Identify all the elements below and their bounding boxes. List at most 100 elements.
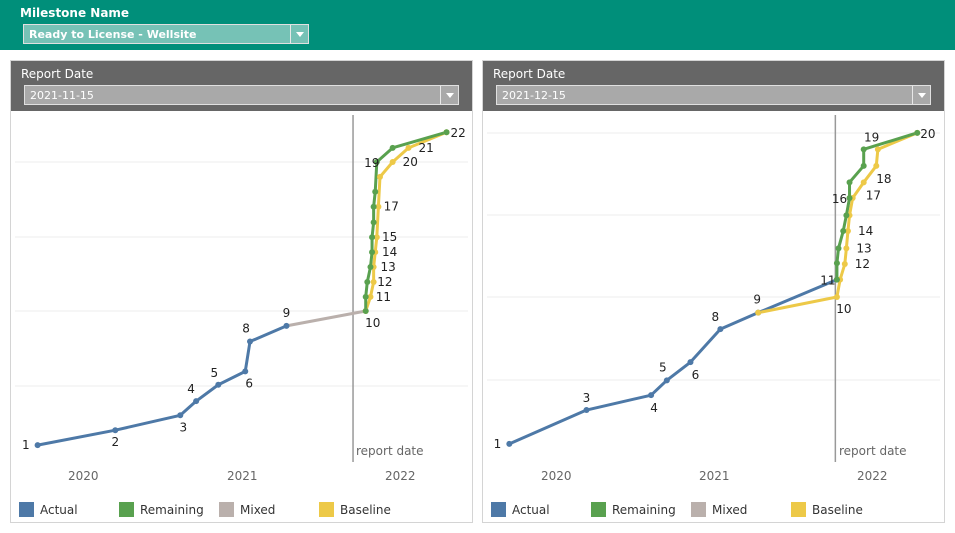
- data-point[interactable]: [873, 162, 880, 169]
- data-label: 6: [245, 376, 253, 390]
- data-point[interactable]: [843, 212, 850, 219]
- data-label: 3: [179, 420, 187, 434]
- data-label: 14: [858, 224, 873, 238]
- milestone-dropdown[interactable]: Ready to License - Wellsite: [23, 24, 309, 44]
- legend-item-baseline[interactable]: Baseline: [319, 502, 391, 517]
- data-point[interactable]: [177, 412, 184, 419]
- report-date-dropdown[interactable]: 2021-11-15: [24, 85, 459, 105]
- data-label: 14: [382, 245, 397, 259]
- data-point[interactable]: [375, 203, 382, 210]
- chevron-down-icon[interactable]: [440, 86, 458, 104]
- data-point[interactable]: [369, 234, 376, 241]
- legend-item-baseline[interactable]: Baseline: [791, 502, 863, 517]
- data-point[interactable]: [370, 219, 377, 226]
- legend-item-remaining[interactable]: Remaining: [591, 502, 676, 517]
- data-label: 4: [187, 382, 195, 396]
- milestone-dropdown-value: Ready to License - Wellsite: [29, 28, 197, 41]
- data-point[interactable]: [443, 129, 450, 136]
- data-point[interactable]: [367, 264, 374, 271]
- data-point[interactable]: [833, 260, 840, 267]
- data-point[interactable]: [583, 407, 590, 414]
- data-point[interactable]: [367, 293, 374, 300]
- data-point[interactable]: [376, 173, 383, 180]
- data-point[interactable]: [369, 249, 376, 256]
- chevron-down-icon[interactable]: [912, 86, 930, 104]
- data-point[interactable]: [860, 179, 867, 186]
- data-label: 10: [365, 316, 380, 330]
- data-point[interactable]: [717, 326, 724, 333]
- data-point[interactable]: [846, 179, 853, 186]
- legend-item-actual[interactable]: Actual: [19, 502, 78, 517]
- legend-item-mixed[interactable]: Mixed: [219, 502, 275, 517]
- data-point[interactable]: [362, 308, 369, 314]
- legend-label: Actual: [40, 502, 78, 517]
- chart-panel-1: Report Date 2021-11-15 2020 2021 2022 Ac…: [10, 60, 473, 523]
- data-label: 17: [866, 188, 881, 202]
- legend-item-actual[interactable]: Actual: [491, 502, 550, 517]
- report-date-value: 2021-11-15: [30, 89, 94, 102]
- data-point[interactable]: [247, 338, 254, 345]
- x-tick-label: 2022: [385, 469, 416, 483]
- legend-swatch: [491, 502, 506, 517]
- data-point[interactable]: [389, 159, 396, 165]
- data-point[interactable]: [846, 195, 853, 201]
- data-label: 15: [382, 230, 397, 244]
- report-date-label: report date: [839, 444, 907, 458]
- x-tick-label: 2020: [68, 469, 99, 483]
- data-point[interactable]: [370, 278, 377, 285]
- report-date-dropdown[interactable]: 2021-12-15: [496, 85, 931, 105]
- data-point[interactable]: [833, 276, 840, 283]
- data-point[interactable]: [215, 381, 222, 388]
- data-point[interactable]: [663, 377, 670, 384]
- series-line-actual: [508, 278, 838, 446]
- chart-panel-2: Report Date 2021-12-15 2020 2021 2022 Ac…: [482, 60, 945, 523]
- legend-swatch: [591, 502, 606, 517]
- data-label: 12: [855, 257, 870, 271]
- series-line-remaining: [835, 131, 918, 280]
- data-label: 19: [864, 130, 879, 144]
- data-point[interactable]: [389, 144, 396, 151]
- data-point[interactable]: [860, 162, 867, 169]
- data-point[interactable]: [687, 359, 694, 366]
- data-point[interactable]: [841, 261, 848, 267]
- data-point[interactable]: [193, 398, 200, 405]
- data-point[interactable]: [405, 144, 412, 151]
- data-point[interactable]: [34, 442, 41, 449]
- data-point[interactable]: [362, 293, 369, 300]
- data-point[interactable]: [112, 427, 119, 434]
- data-point[interactable]: [840, 228, 847, 234]
- data-point[interactable]: [843, 245, 850, 252]
- data-point[interactable]: [364, 278, 371, 285]
- legend-item-remaining[interactable]: Remaining: [119, 502, 204, 517]
- x-tick-label: 2021: [227, 469, 258, 483]
- data-label: 11: [376, 290, 391, 304]
- report-date-label: Report Date: [21, 67, 94, 81]
- data-point[interactable]: [844, 228, 851, 234]
- x-tick-label: 2022: [857, 469, 888, 483]
- data-point[interactable]: [373, 234, 380, 241]
- data-label: 17: [384, 200, 399, 214]
- legend-item-mixed[interactable]: Mixed: [691, 502, 747, 517]
- data-point[interactable]: [833, 294, 840, 300]
- data-point[interactable]: [648, 392, 655, 399]
- data-point[interactable]: [914, 129, 921, 136]
- data-label: 10: [836, 302, 851, 316]
- report-date-label: report date: [356, 444, 424, 458]
- data-point[interactable]: [874, 146, 881, 153]
- data-point[interactable]: [860, 146, 867, 153]
- data-point[interactable]: [242, 368, 249, 375]
- data-point[interactable]: [370, 203, 377, 210]
- legend-label: Mixed: [712, 502, 748, 517]
- data-label: 3: [583, 391, 591, 405]
- data-point[interactable]: [755, 309, 762, 316]
- data-label: 22: [451, 126, 466, 140]
- data-point[interactable]: [283, 322, 290, 329]
- chevron-down-icon[interactable]: [290, 25, 308, 43]
- data-point[interactable]: [835, 245, 842, 252]
- series-line-baseline: [757, 131, 918, 315]
- data-point[interactable]: [506, 440, 513, 447]
- data-point[interactable]: [372, 188, 379, 195]
- data-point[interactable]: [373, 159, 380, 165]
- data-label: 9: [283, 306, 291, 320]
- data-label: 9: [753, 293, 761, 307]
